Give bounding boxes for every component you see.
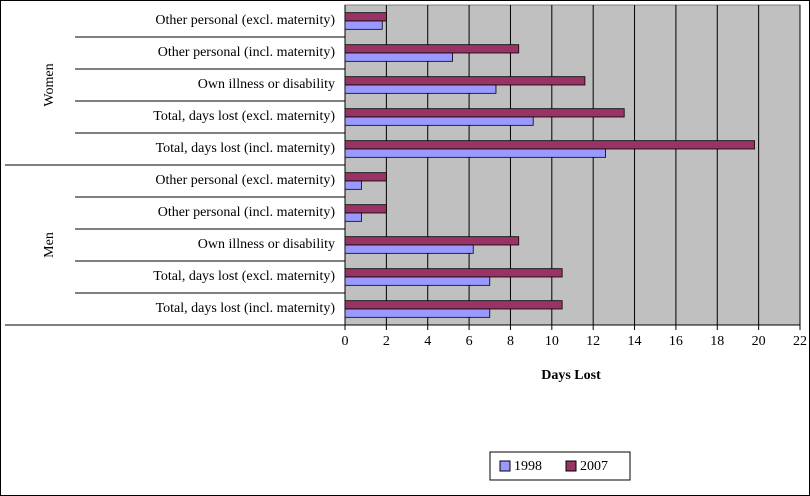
y-tick-label: Total, days lost (excl. maternity)	[153, 109, 335, 124]
x-tick-label: 8	[507, 334, 514, 349]
x-tick-label: 12	[586, 334, 600, 349]
y-tick-label: Other personal (incl. maternity)	[158, 45, 336, 60]
bar	[344, 52, 453, 62]
x-tick-label: 6	[466, 334, 473, 349]
bar	[344, 76, 586, 86]
y-tick-label: Own illness or disability	[198, 237, 335, 252]
y-tick-label: Other personal (excl. maternity)	[155, 13, 335, 28]
x-tick-label: 16	[669, 334, 683, 349]
x-tick-label: 10	[545, 334, 559, 349]
group-label: Men	[42, 232, 57, 258]
bar	[344, 108, 625, 118]
bar	[344, 212, 362, 222]
legend-box	[489, 451, 631, 481]
bar	[344, 308, 491, 318]
group-label: Women	[42, 63, 57, 106]
bar	[344, 172, 387, 182]
x-tick-label: 18	[710, 334, 724, 349]
bar	[344, 268, 563, 278]
x-tick-label: 4	[424, 334, 431, 349]
y-tick-label: Other personal (incl. maternity)	[158, 205, 336, 220]
legend-swatch	[565, 460, 577, 472]
legend-label: 2007	[580, 459, 608, 474]
x-tick-label: 0	[342, 334, 349, 349]
legend-label: 1998	[514, 459, 542, 474]
bar	[344, 44, 520, 54]
x-tick-label: 22	[793, 334, 807, 349]
y-tick-label: Total, days lost (incl. maternity)	[156, 301, 336, 316]
bar	[344, 244, 474, 254]
bar	[344, 204, 387, 214]
bar	[344, 20, 383, 30]
bar	[344, 276, 491, 286]
x-axis-title: Days Lost	[541, 368, 601, 383]
bar	[344, 12, 387, 22]
y-tick-label: Total, days lost (excl. maternity)	[153, 269, 335, 284]
bar	[344, 84, 497, 94]
x-tick-label: 20	[752, 334, 766, 349]
bar	[344, 300, 563, 310]
x-tick-label: 14	[628, 334, 642, 349]
y-tick-label: Other personal (excl. maternity)	[155, 173, 335, 188]
bar	[344, 116, 534, 126]
bar	[344, 140, 755, 150]
bar	[344, 148, 606, 158]
bar	[344, 236, 520, 246]
y-tick-label: Total, days lost (incl. maternity)	[156, 141, 336, 156]
x-tick-label: 2	[383, 334, 390, 349]
legend-swatch	[499, 460, 511, 472]
bar	[344, 180, 362, 190]
y-tick-label: Own illness or disability	[198, 77, 335, 92]
